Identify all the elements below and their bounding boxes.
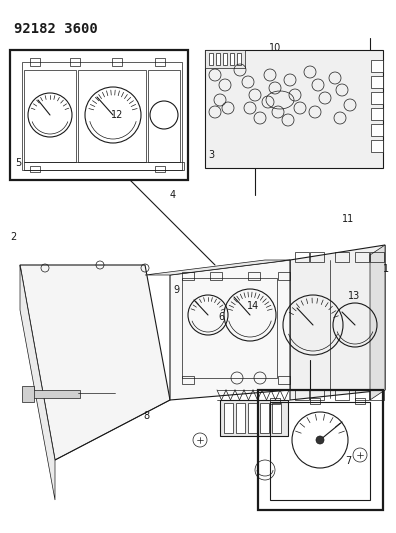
Bar [205,50,383,168]
Text: 5: 5 [15,158,21,167]
Circle shape [316,436,324,444]
Bar [210,272,222,280]
Bar [230,53,234,65]
Text: 11: 11 [343,214,354,223]
Bar [371,140,383,152]
Bar [278,272,290,280]
Bar [182,376,194,384]
Bar [278,376,290,384]
Bar [237,53,241,65]
Bar [295,252,309,262]
Bar [260,403,269,433]
Bar [30,166,40,172]
Bar [10,50,188,180]
Bar [248,272,260,280]
Bar [295,390,309,400]
Bar [258,390,383,510]
Bar [370,252,384,262]
Bar [220,400,288,436]
Bar [30,58,40,66]
Bar [355,398,365,404]
Bar [270,398,280,404]
Text: 2: 2 [11,232,17,242]
Text: 3: 3 [209,150,215,159]
Text: 10: 10 [269,43,281,53]
Polygon shape [145,260,290,275]
Bar [216,53,220,65]
Bar [371,124,383,136]
Bar [30,390,80,398]
Text: 12: 12 [110,110,123,119]
Bar [248,403,257,433]
Bar [370,390,384,400]
Bar [22,62,182,170]
Bar [70,58,80,66]
Bar [155,166,165,172]
Bar [112,58,122,66]
Polygon shape [290,245,385,400]
Bar [24,162,184,170]
Text: 4: 4 [169,190,175,199]
Bar [182,278,277,378]
Bar [310,390,324,400]
Bar [371,60,383,72]
Bar [270,402,370,500]
Text: 1: 1 [383,264,389,274]
Bar [371,108,383,120]
Text: 92182 3600: 92182 3600 [14,22,98,36]
Bar [310,398,320,404]
Bar [24,70,76,162]
Text: 13: 13 [348,291,360,301]
Polygon shape [370,245,385,400]
Bar [335,390,349,400]
Bar [355,390,369,400]
Bar [310,252,324,262]
Bar [148,70,180,162]
Bar [335,252,349,262]
Text: 14: 14 [248,302,259,311]
Bar [272,403,281,433]
Bar [155,58,165,66]
Bar [22,386,34,402]
Bar [224,403,233,433]
Bar [209,53,213,65]
Bar [205,50,245,68]
Bar [78,70,146,162]
Polygon shape [20,265,55,500]
Bar [355,252,369,262]
Polygon shape [20,265,170,460]
Bar [236,403,245,433]
Text: 6: 6 [219,312,225,322]
Polygon shape [170,260,290,400]
Text: 9: 9 [173,286,179,295]
Bar [223,53,227,65]
Text: 7: 7 [345,456,352,466]
Text: 8: 8 [143,411,150,421]
Bar [182,272,194,280]
Bar [371,76,383,88]
Bar [371,92,383,104]
